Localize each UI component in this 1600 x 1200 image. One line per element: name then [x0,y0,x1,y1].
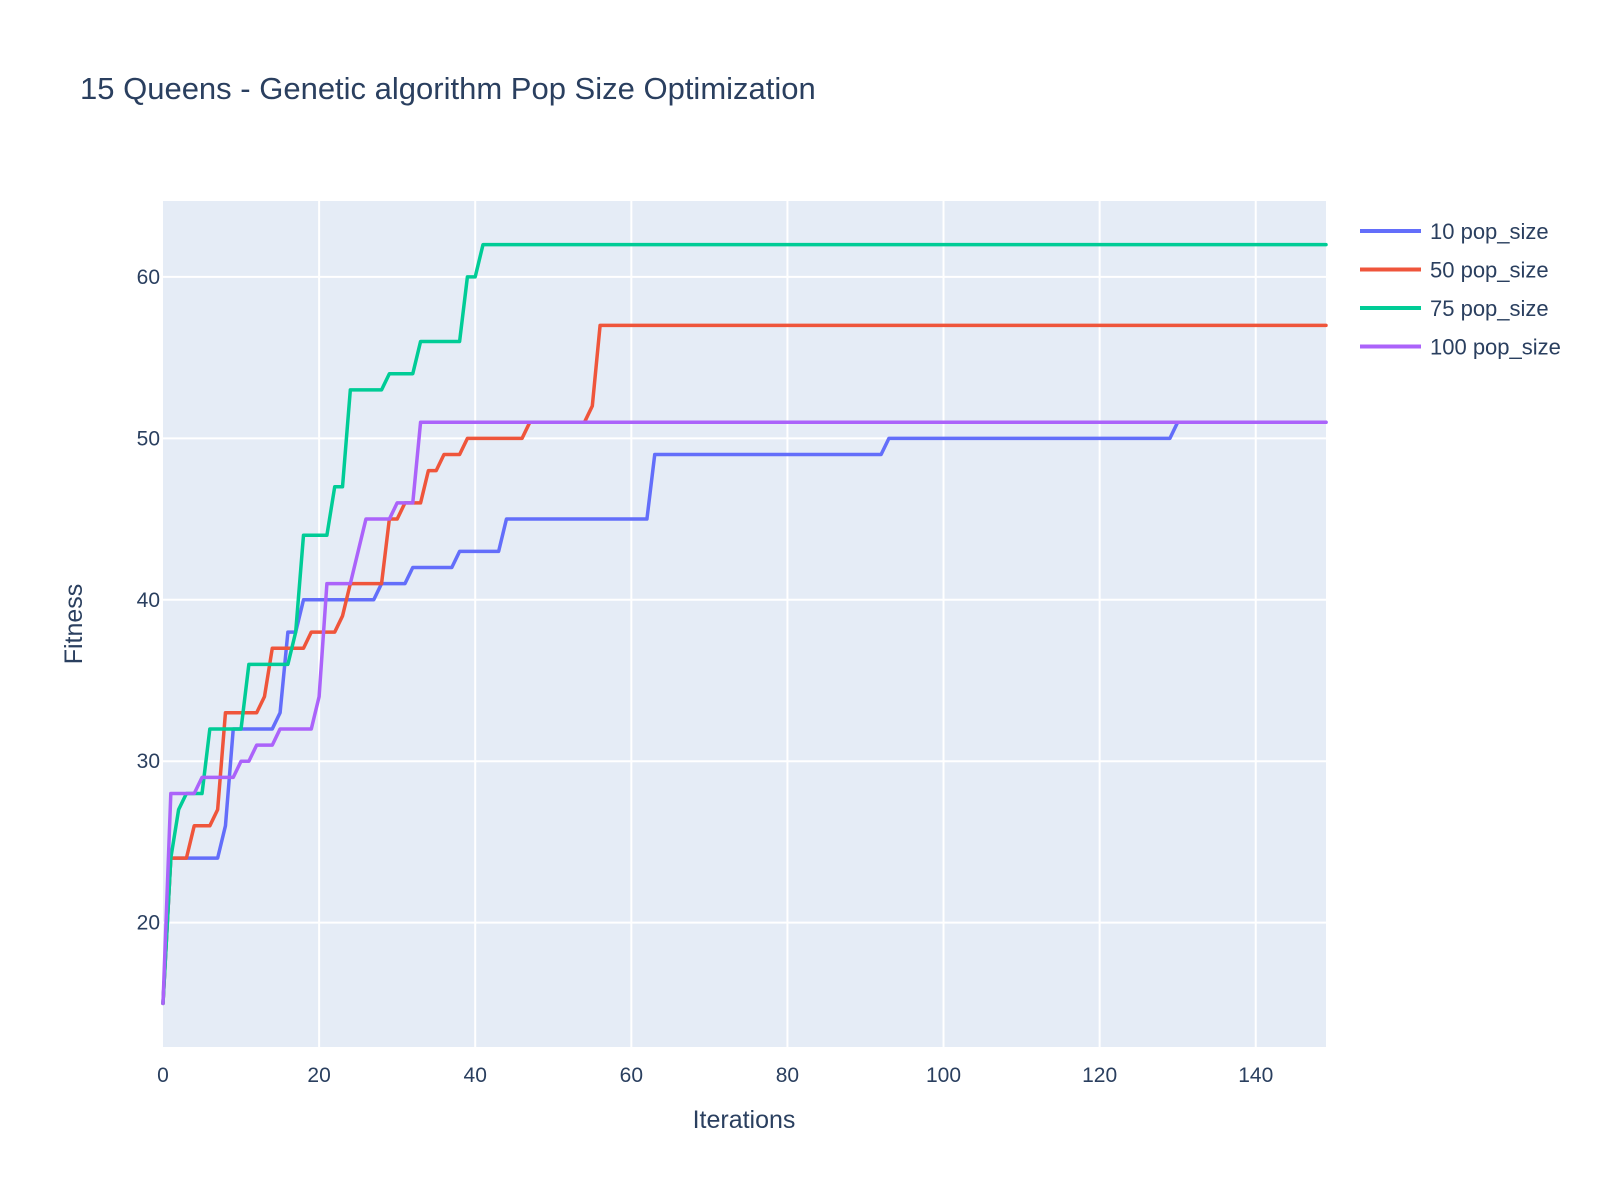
legend-item-2[interactable]: 50 pop_size [1360,258,1549,283]
x-tick-label: 100 [926,1064,961,1087]
y-axis-ticks: 20 30 40 50 60 [137,266,160,935]
legend-label: 50 pop_size [1430,258,1549,283]
x-axis-title: Iterations [693,1106,796,1134]
chart-title: 15 Queens - Genetic algorithm Pop Size O… [80,71,816,106]
x-axis-ticks: 0 20 40 60 80 100 120 140 [157,1064,1273,1087]
y-tick-label: 40 [137,589,160,612]
x-tick-label: 0 [157,1064,169,1087]
legend-item-4[interactable]: 100 pop_size [1360,335,1561,360]
y-tick-label: 50 [137,427,160,450]
series-line-3 [161,242,1328,1006]
legend-label: 10 pop_size [1430,219,1549,244]
y-axis-title: Fitness [60,584,88,665]
x-tick-label: 120 [1082,1064,1117,1087]
x-tick-label: 20 [307,1064,330,1087]
legend-label: 75 pop_size [1430,296,1549,321]
x-tick-label: 80 [776,1064,799,1087]
y-tick-label: 30 [137,750,160,773]
series-line-4 [161,420,1328,1006]
legend-item-3[interactable]: 75 pop_size [1360,296,1549,321]
plot-area [163,201,1326,1047]
series-lines [161,242,1328,1006]
legend-label: 100 pop_size [1430,335,1561,360]
x-tick-label: 60 [620,1064,643,1087]
series-line-2 [161,323,1328,1006]
x-tick-label: 140 [1238,1064,1273,1087]
y-tick-label: 60 [137,266,160,289]
y-tick-label: 20 [137,912,160,935]
legend-item-1[interactable]: 10 pop_size [1360,219,1549,244]
legend[interactable]: 10 pop_size 50 pop_size 75 pop_size 100 pop… [1360,219,1561,360]
x-tick-label: 40 [464,1064,487,1087]
